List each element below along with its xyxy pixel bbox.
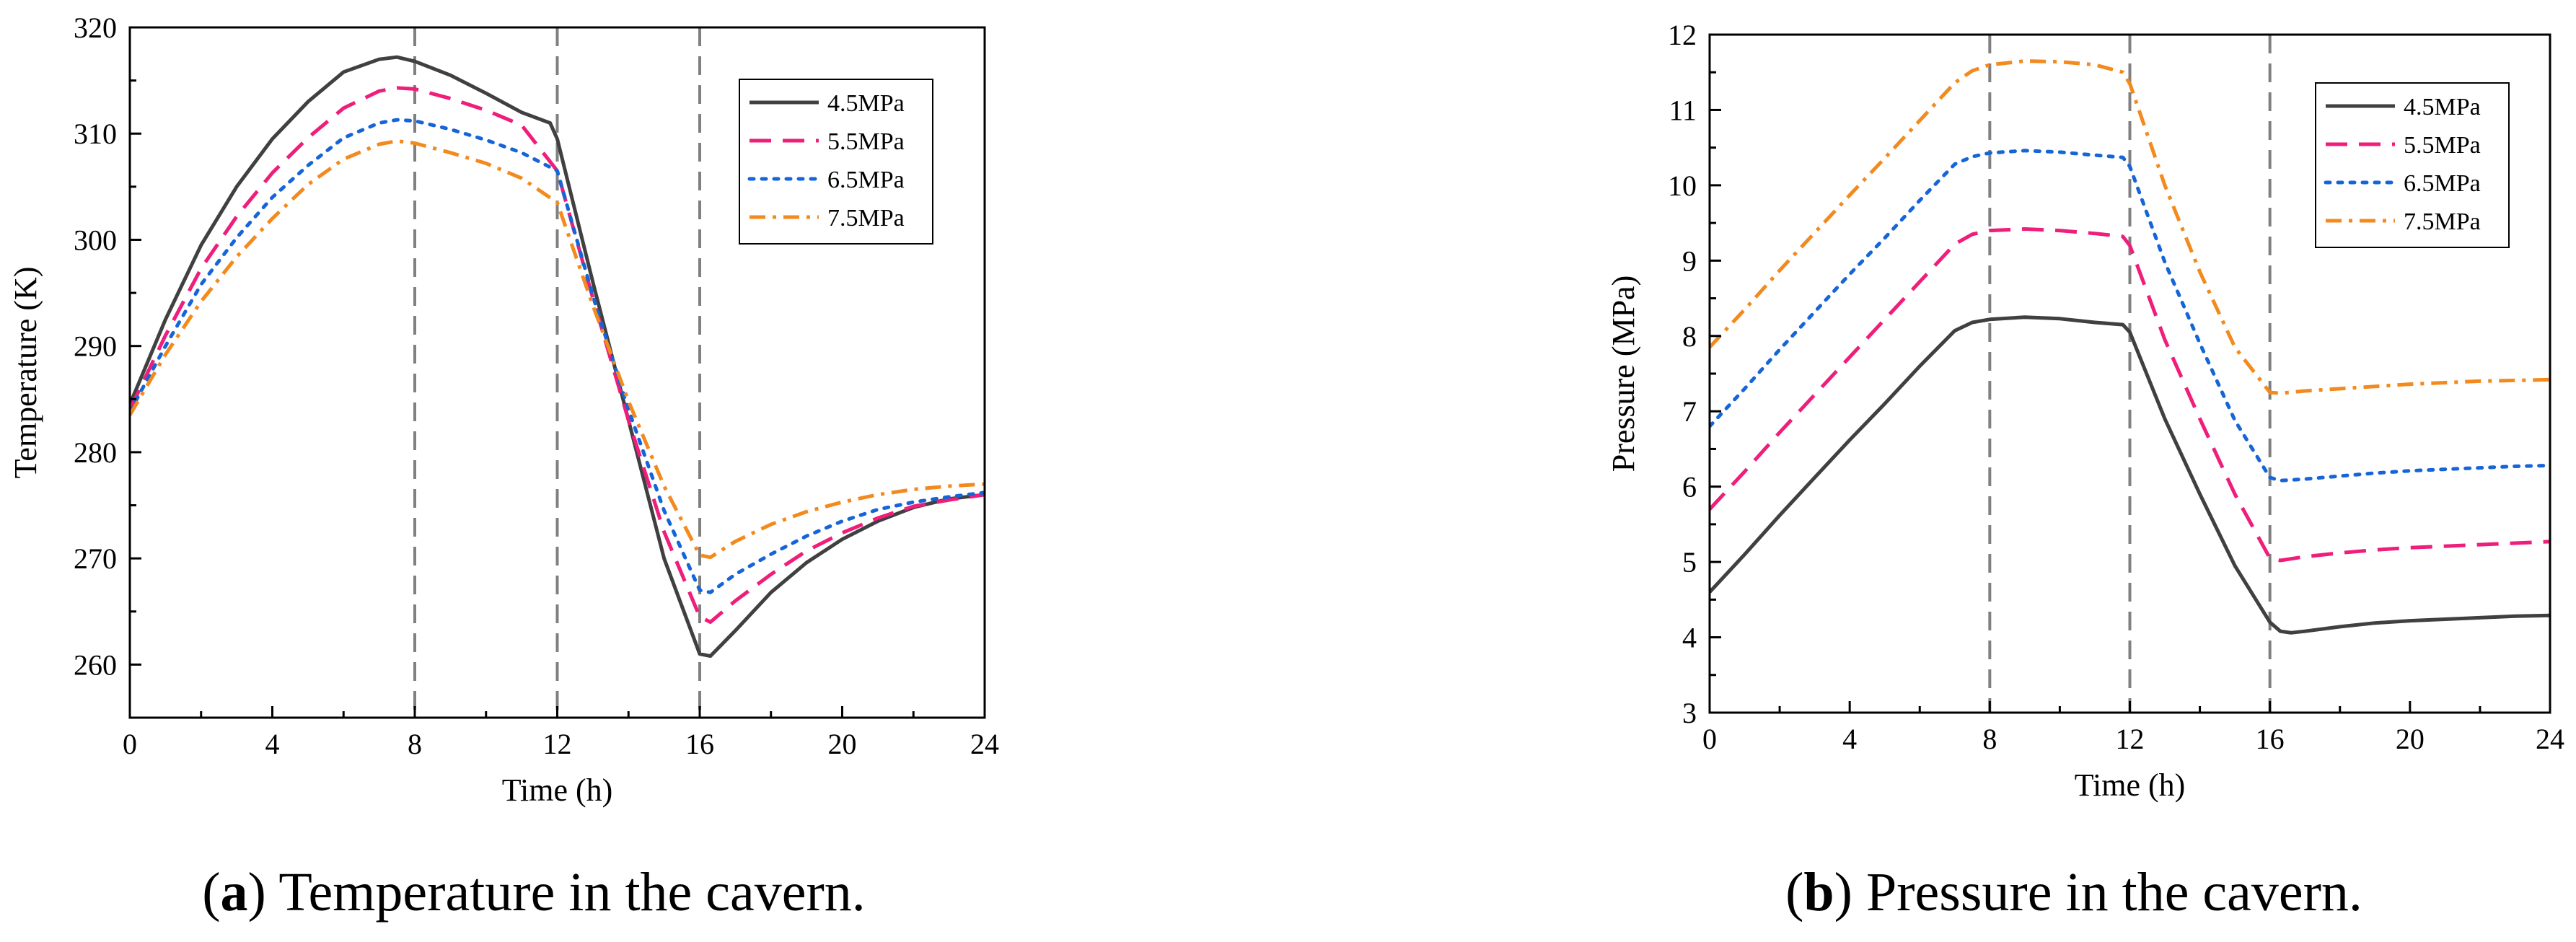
y-tick-label: 12 <box>1668 19 1697 51</box>
chart-a-temperature: 0 4 8 12 16 20 24 260 270 280 290 300 310 320 Time (h)… <box>8 12 999 923</box>
legend-box <box>2315 82 2510 248</box>
y-tick-label: 9 <box>1682 245 1697 277</box>
legend-box <box>739 79 933 245</box>
y-tick-label: 320 <box>74 12 117 44</box>
x-tick-label: 0 <box>123 728 137 760</box>
y-tick-label: 260 <box>74 648 117 681</box>
y-tick-label: 280 <box>74 436 117 469</box>
y-axis-title: Temperature (K) <box>8 267 43 479</box>
y-tick-label: 10 <box>1668 170 1697 202</box>
x-tick-label: 0 <box>1702 723 1717 755</box>
x-axis-title: Time (h) <box>2075 767 2186 803</box>
legend-label-7.5MPa: 7.5MPa <box>2404 208 2481 235</box>
y-tick-label: 5 <box>1682 546 1697 578</box>
legend-label-5.5MPa: 5.5MPa <box>827 128 905 155</box>
y-axis-title: Pressure (MPa) <box>1606 276 1641 472</box>
y-tick-label: 3 <box>1682 697 1697 729</box>
x-tick-label: 4 <box>265 728 280 760</box>
legend-label-6.5MPa: 6.5MPa <box>827 167 905 193</box>
y-tick-label: 290 <box>74 330 117 363</box>
legend-label-5.5MPa: 5.5MPa <box>2404 132 2481 159</box>
x-tick-label: 4 <box>1842 723 1857 755</box>
chart-b-pressure: 0 4 8 12 16 20 24 3 4 5 6 7 8 9 10 11 12 Time (h) Pressure… <box>1606 19 2564 923</box>
series-line-5.5MPa <box>1710 227 2550 563</box>
series-line-4.5MPa <box>130 55 985 659</box>
y-tick-label: 8 <box>1682 320 1697 353</box>
legend-label-4.5MPa: 4.5MPa <box>827 90 905 117</box>
y-tick-label: 310 <box>74 118 117 150</box>
series-line-4.5MPa <box>1710 315 2550 635</box>
series-line-7.5MPa <box>130 139 985 560</box>
x-tick-label: 12 <box>543 728 572 760</box>
x-tick-label: 20 <box>828 728 857 760</box>
caption: (a) Temperature in the cavern. <box>202 862 866 923</box>
x-tick-label: 8 <box>1982 723 1997 755</box>
x-tick-label: 8 <box>408 728 422 760</box>
x-axis-title: Time (h) <box>502 772 613 808</box>
legend-label-6.5MPa: 6.5MPa <box>2404 170 2481 197</box>
x-tick-label: 16 <box>2256 723 2285 755</box>
legend-label-7.5MPa: 7.5MPa <box>827 205 905 232</box>
legend-label-4.5MPa: 4.5MPa <box>2404 94 2481 120</box>
caption: (b) Pressure in the cavern. <box>1785 862 2362 923</box>
y-tick-label: 270 <box>74 542 117 575</box>
y-tick-label: 11 <box>1669 94 1697 126</box>
x-tick-label: 24 <box>970 728 999 760</box>
x-tick-label: 20 <box>2396 723 2425 755</box>
y-tick-label: 6 <box>1682 471 1697 503</box>
series-line-6.5MPa <box>130 118 985 594</box>
y-tick-label: 300 <box>74 224 117 256</box>
series-line-6.5MPa <box>1710 149 2550 483</box>
x-tick-label: 12 <box>2116 723 2145 755</box>
series-line-5.5MPa <box>130 86 985 624</box>
y-tick-label: 7 <box>1682 395 1697 428</box>
y-tick-label: 4 <box>1682 622 1697 654</box>
x-tick-label: 24 <box>2536 723 2564 755</box>
x-tick-label: 16 <box>685 728 714 760</box>
